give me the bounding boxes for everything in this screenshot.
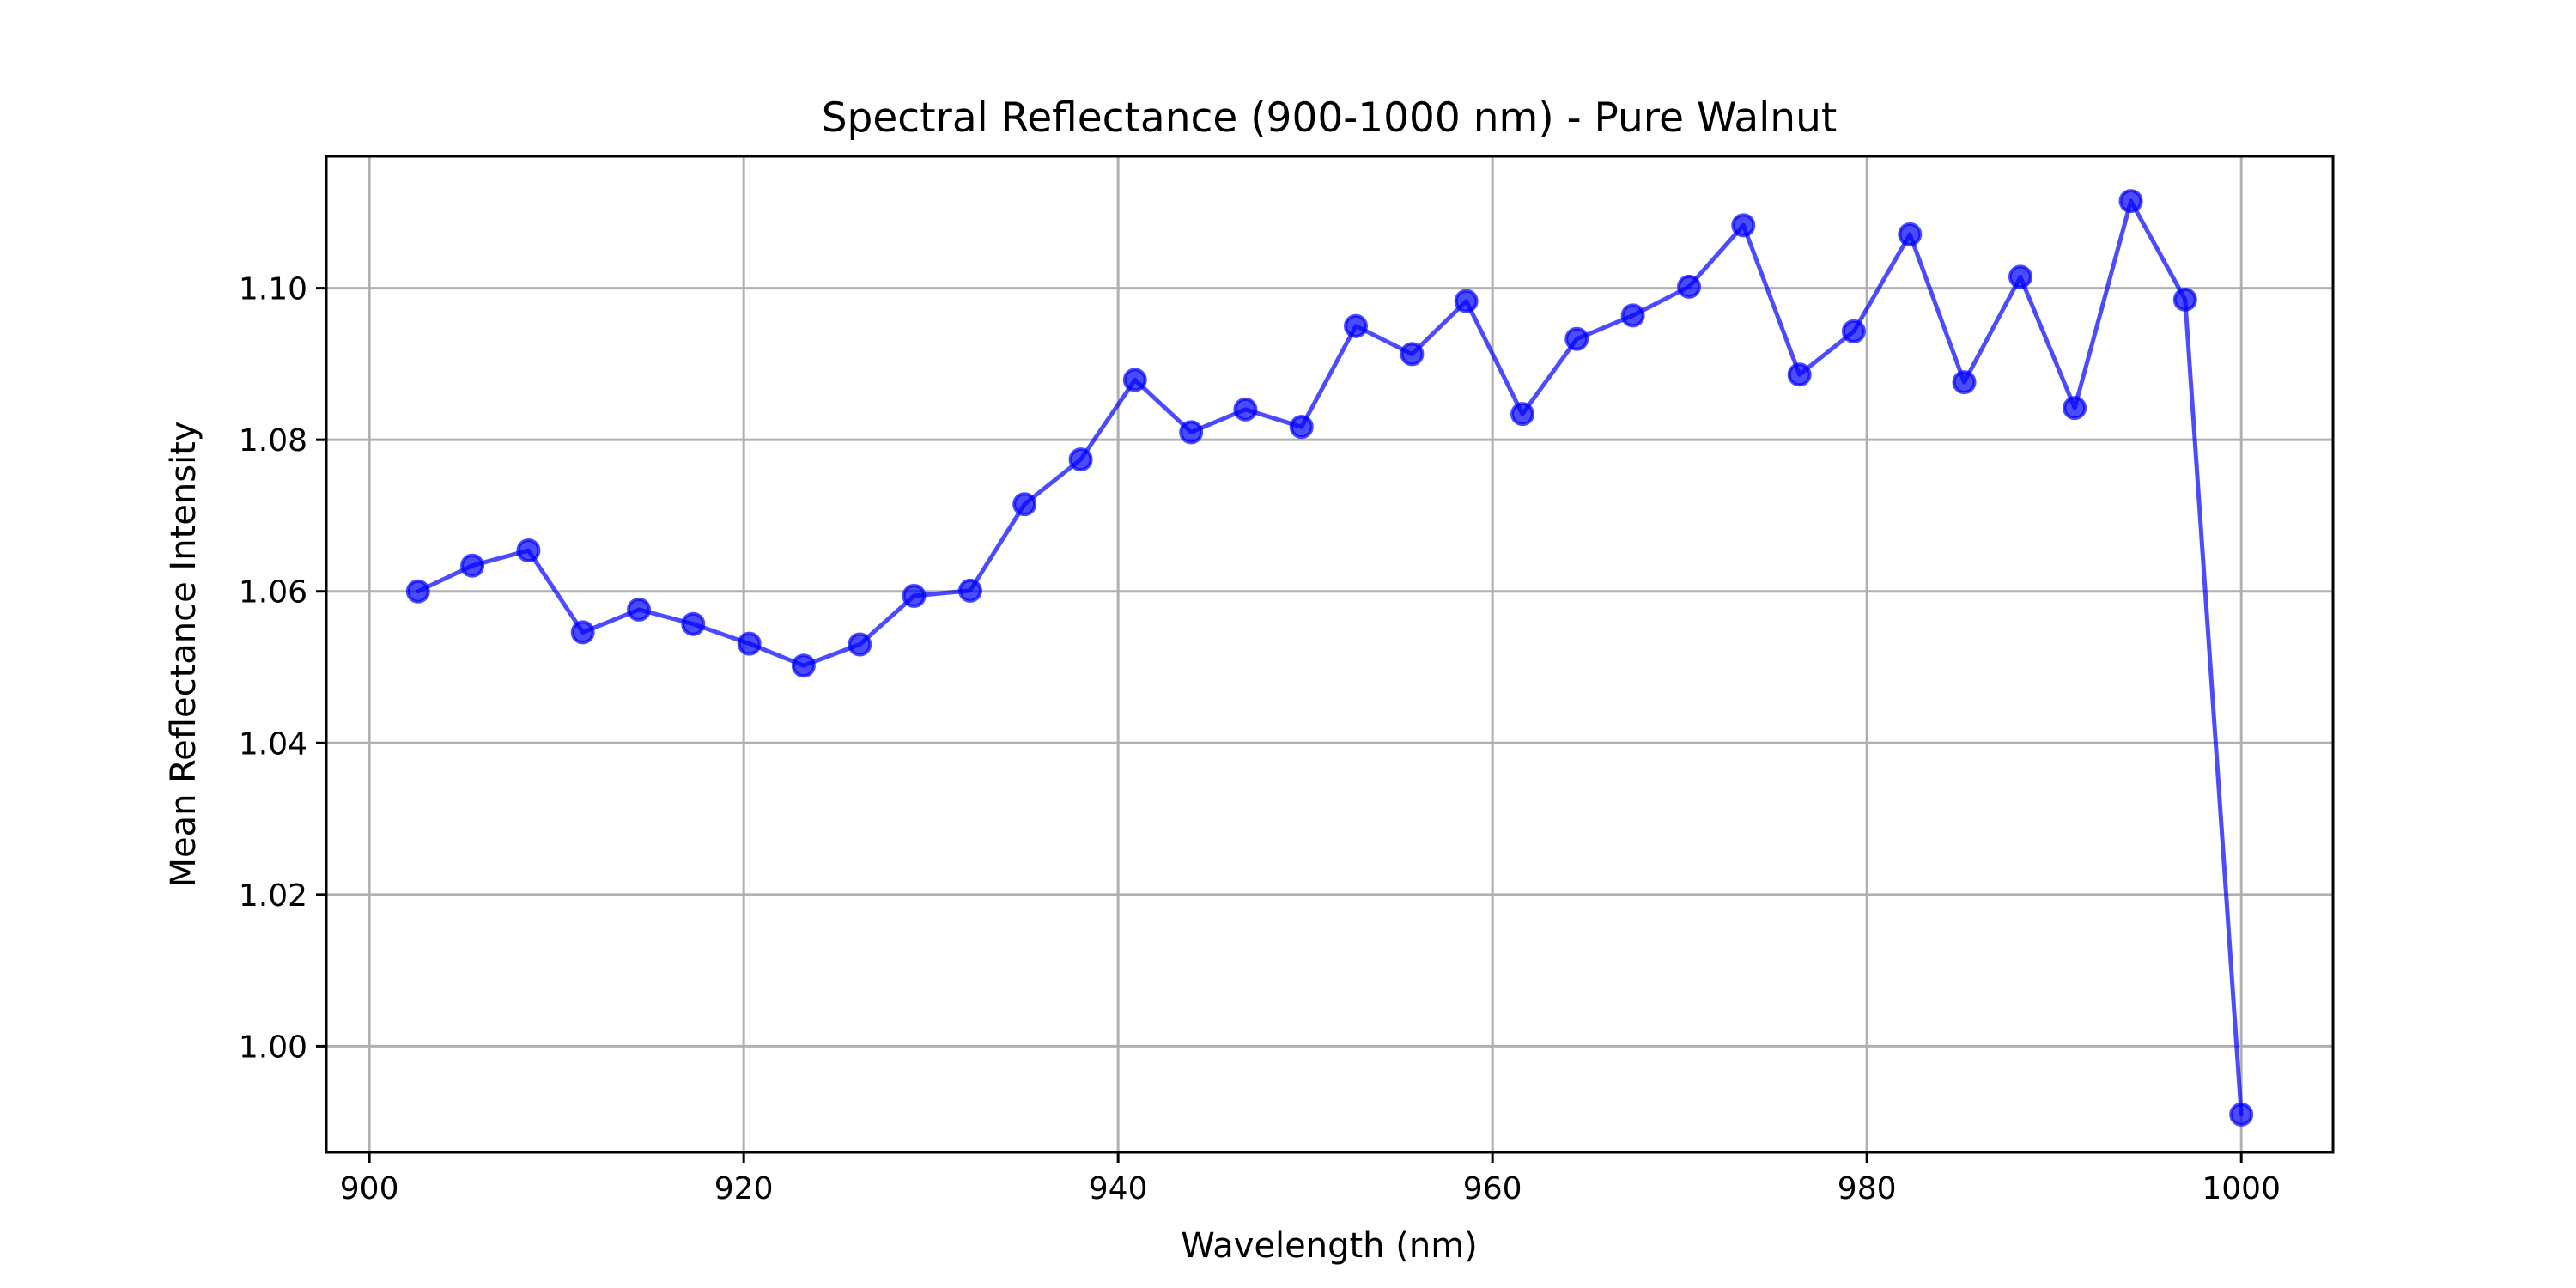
x-tick-label: 980 — [1838, 1171, 1897, 1206]
data-point — [791, 653, 816, 678]
grid — [326, 156, 2333, 1152]
x-tick-label: 920 — [714, 1171, 774, 1206]
data-point — [1620, 303, 1645, 328]
plot-frame — [325, 155, 2335, 1154]
y-tick-label: 1.04 — [239, 726, 307, 762]
data-point — [681, 611, 706, 636]
x-axis-label: Wavelength (nm) — [1181, 1226, 1478, 1266]
data-point — [1233, 397, 1258, 422]
data-point — [1454, 289, 1479, 313]
data-point — [627, 597, 652, 622]
data-point — [570, 620, 595, 645]
x-tick-label: 960 — [1463, 1171, 1522, 1206]
y-tick-label: 1.08 — [239, 423, 307, 459]
data-point — [1841, 319, 1866, 343]
data-point — [2172, 287, 2197, 312]
data-point — [2008, 264, 2032, 289]
data-point — [902, 584, 927, 609]
data-point — [460, 553, 485, 578]
data-point — [737, 631, 762, 656]
data-point — [848, 632, 872, 657]
data-point — [1122, 368, 1147, 392]
y-tick-label: 1.06 — [239, 575, 307, 611]
data-point — [1400, 342, 1425, 367]
y-axis-label: Mean Reflectance Intensity — [164, 421, 204, 887]
data-point — [2063, 396, 2087, 421]
series-line — [416, 198, 2244, 1117]
data-point — [1179, 420, 1204, 445]
data-point — [1898, 222, 1923, 246]
data-point — [1068, 447, 1093, 472]
data-point — [1787, 362, 1812, 387]
data-point — [1677, 274, 1702, 299]
y-tick-label: 1.00 — [239, 1030, 307, 1065]
data-point — [1012, 492, 1037, 517]
x-tick-label: 940 — [1089, 1171, 1148, 1206]
data-point — [1289, 415, 1314, 440]
y-tick-label: 1.10 — [239, 272, 307, 307]
data-point — [1344, 313, 1369, 338]
data-point — [405, 579, 430, 604]
data-point — [1952, 370, 1977, 395]
data-point — [2118, 189, 2143, 214]
data-point — [1564, 326, 1589, 351]
y-tick-label: 1.02 — [239, 878, 307, 914]
data-series — [405, 189, 2254, 1127]
x-tick-label: 900 — [340, 1171, 399, 1206]
chart-title: Spectral Reflectance (900-1000 nm) - Pur… — [822, 94, 1838, 142]
x-tick-label: 1000 — [2202, 1171, 2281, 1206]
axis-ticks: 900 920 940 960 980 1000 1.00 1.02 1.04 1.06 1.08 1… — [239, 272, 2281, 1206]
data-point — [1510, 402, 1535, 427]
data-point — [516, 538, 541, 563]
data-point — [1731, 213, 1756, 238]
data-point — [957, 578, 982, 603]
data-point — [2229, 1102, 2254, 1127]
